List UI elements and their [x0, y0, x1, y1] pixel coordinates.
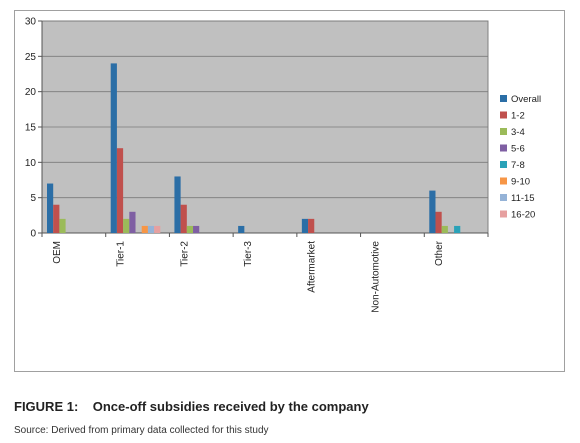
y-tick-label: 20: [25, 87, 37, 98]
legend-swatch: [500, 144, 507, 152]
legend-swatch: [500, 194, 507, 201]
x-category-label: Non-Automotive: [370, 241, 381, 313]
chart-frame: 0 5 10 15 20 25 30 OEM Tier-1 Tier-2 Tier-3 Afterma…: [14, 10, 565, 372]
x-category-label: Other: [434, 240, 445, 266]
legend-label: 11-15: [511, 193, 535, 204]
legend-swatch: [500, 111, 507, 119]
bar-Overall-Tier-2: [174, 176, 181, 233]
bar-1-2-OEM: [53, 204, 60, 233]
y-tick-label: 30: [25, 17, 37, 28]
legend-swatch: [500, 177, 507, 185]
bar-chart: 0 5 10 15 20 25 30 OEM Tier-1 Tier-2 Tier-3 Afterma…: [25, 17, 541, 313]
legend-label: Overall: [511, 94, 541, 105]
legend-swatch: [500, 210, 507, 218]
figure-caption-source: Source: Derived from primary data collec…: [14, 425, 269, 436]
legend-label: 5-6: [511, 144, 525, 155]
legend-swatch: [500, 161, 507, 168]
bar-3-4-Tier-2: [186, 225, 194, 233]
bar-Overall-Aftermarket: [301, 218, 309, 233]
legend-label: 9-10: [511, 177, 530, 188]
bar-Overall-OEM: [47, 183, 54, 233]
bar-Overall-Tier-1: [110, 63, 117, 234]
bar-1-2-Tier-2: [180, 204, 187, 233]
legend-label: 7-8: [511, 160, 525, 171]
y-tick-label: 15: [25, 123, 37, 134]
bar-Overall-Tier-3: [238, 225, 245, 233]
x-category-label: OEM: [52, 241, 63, 264]
x-category-label: Tier-3: [243, 241, 254, 267]
legend-label: 3-4: [511, 127, 525, 138]
y-tick-label: 10: [25, 158, 37, 169]
bar-3-4-Other: [441, 225, 448, 233]
x-category-label: Tier-2: [179, 241, 190, 267]
x-category-label: Tier-1: [116, 241, 127, 267]
legend-swatch: [500, 95, 507, 102]
bar-11-15-Tier-1: [147, 225, 155, 233]
y-tick-label: 0: [30, 229, 36, 240]
legend-swatch: [500, 128, 507, 135]
legend-label: 16-20: [511, 210, 535, 221]
y-tick-label: 5: [30, 193, 36, 204]
y-tick-label: 25: [25, 52, 37, 63]
bar-9-10-Tier-1: [141, 225, 148, 233]
bar-5-6-Tier-2: [193, 225, 200, 233]
bar-1-2-Tier-1: [116, 148, 124, 233]
bar-3-4-OEM: [59, 218, 66, 233]
figure-caption-title: FIGURE 1: Once-off subsidies received by…: [14, 399, 369, 414]
bar-Overall-Other: [429, 190, 436, 233]
bar-3-4-Tier-1: [123, 218, 130, 233]
bar-1-2-Aftermarket: [308, 218, 315, 233]
legend-label: 1-2: [511, 111, 525, 122]
bar-16-20-Tier-1: [154, 225, 161, 233]
bar-5-6-Tier-1: [129, 211, 136, 233]
x-category-label: Aftermarket: [307, 241, 318, 293]
bar-7-8-Other: [454, 225, 461, 233]
bar-1-2-Other: [435, 211, 442, 233]
